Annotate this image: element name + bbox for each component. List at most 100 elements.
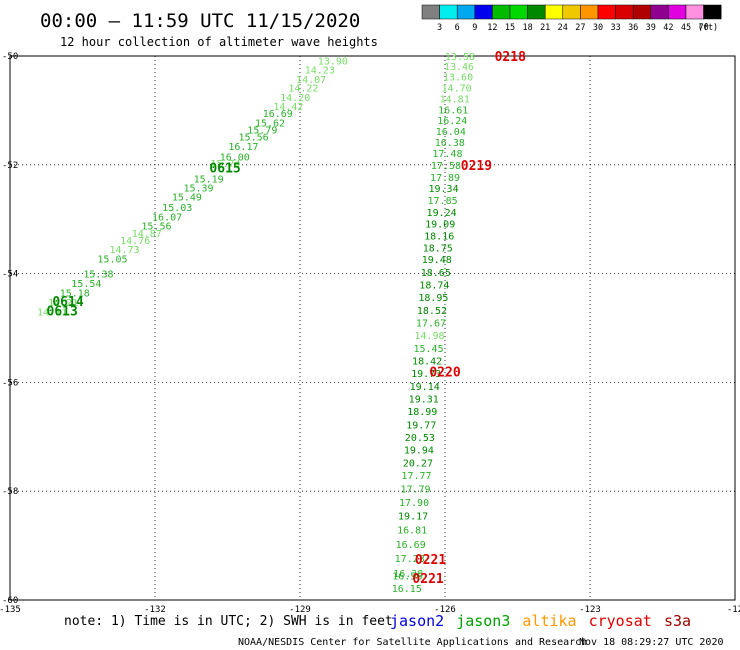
wave-height-point: 17.79 <box>400 484 430 495</box>
footer-note: note: 1) Time is in UTC; 2) SWH is in fe… <box>64 614 393 629</box>
wave-height-point: 15.54 <box>71 279 101 290</box>
x-tick-label: -126 <box>434 605 456 615</box>
scale-tick-label: 9 <box>472 23 477 33</box>
scale-tick-label: 24 <box>558 23 568 33</box>
x-tick-label: -123 <box>579 605 601 615</box>
wave-height-point: 18.75 <box>423 243 453 254</box>
wave-height-point: 19.14 <box>410 382 440 393</box>
time-label: 0613 <box>47 305 78 320</box>
scale-tick-label: 27 <box>575 23 585 33</box>
scale-swatch <box>527 4 546 20</box>
wave-height-point: 19.34 <box>428 184 458 195</box>
wave-height-point: 17.23 <box>395 554 425 565</box>
wave-height-point: 19.48 <box>422 255 452 266</box>
wave-height-point: 16.17 <box>228 142 258 153</box>
wave-height-point: 14.76 <box>120 236 150 247</box>
wave-height-point: 15.39 <box>183 184 213 195</box>
wave-height-point: 14.81 <box>440 94 470 105</box>
color-scale: 3 6 9 12 15 18 21 24 27 30 33 36 39 42 45 70(ft) <box>421 4 722 33</box>
wave-height-point: 16.38 <box>393 569 423 580</box>
wave-height-point: 14.98 <box>414 331 444 342</box>
wave-height-point: 16.00 <box>220 153 250 164</box>
scale-tick-label: 18 <box>522 23 532 33</box>
scale-swatch <box>668 4 687 20</box>
time-label: 0220 <box>429 366 460 381</box>
footer-credit: NOAA/NESDIS Center for Satellite Applica… <box>238 637 587 648</box>
wave-height-point: 15.03 <box>162 203 192 214</box>
wave-height-point: 17.67 <box>416 319 446 330</box>
wave-height-point: 19.94 <box>404 445 434 456</box>
x-tick-label: -135 <box>0 605 21 615</box>
scale-tick-label: 15 <box>505 23 515 33</box>
scale-swatch <box>439 4 458 20</box>
wave-height-point: 17.58 <box>431 161 461 172</box>
time-label: 0614 <box>52 295 83 310</box>
wave-height-point: 14.87 <box>132 229 162 240</box>
wave-height-point: 19.77 <box>406 420 436 431</box>
wave-height-point: 18.99 <box>407 407 437 418</box>
scale-swatch <box>650 4 669 20</box>
plot-frame <box>9 55 736 601</box>
scale-tick-label: 36 <box>628 23 638 33</box>
wave-height-point: 13.60 <box>443 73 473 84</box>
wave-height-point: 16.81 <box>397 525 427 536</box>
wave-height-point: 15.74 <box>211 159 241 170</box>
wave-height-point: 18.65 <box>421 268 451 279</box>
scale-swatch <box>562 4 581 20</box>
wave-height-point: 15.56 <box>141 222 171 233</box>
scale-swatch <box>615 4 634 20</box>
scale-tick-label: 70 <box>698 23 708 33</box>
y-tick-label: -54 <box>2 270 18 280</box>
wave-height-point: 19.09 <box>425 220 455 231</box>
scale-tick-label: 12 <box>487 23 497 33</box>
scale-swatch <box>685 4 704 20</box>
scale-tick-label: 30 <box>593 23 603 33</box>
scale-tick-label: 21 <box>540 23 550 33</box>
wave-height-point: 19.73 <box>411 369 441 380</box>
wave-height-point: 16.69 <box>263 109 293 120</box>
wave-height-points: 13.9014.2314.0714.2214.2014.4216.6915.62… <box>37 52 475 595</box>
wave-height-point: 15.49 <box>172 192 202 203</box>
wave-height-point: 14.42 <box>273 102 303 113</box>
scale-swatch <box>597 4 616 20</box>
wave-height-point: 20.27 <box>403 458 433 469</box>
scale-tick-label: 45 <box>681 23 691 33</box>
wave-height-point: 15.79 <box>247 125 277 136</box>
wave-height-point: 14.70 <box>442 84 472 95</box>
map-grid: -135 -132 -129 -126 -123 -12 -50 -52 -54 -56 -58 -6… <box>0 52 740 615</box>
wave-height-point: 15.05 <box>97 254 127 265</box>
wave-height-point: 15.18 <box>60 289 90 300</box>
y-tick-label: -52 <box>2 161 18 171</box>
time-label: 0218 <box>495 50 526 65</box>
wave-height-point: 14.21 <box>48 298 78 309</box>
x-tick-label: -129 <box>289 605 311 615</box>
scale-swatch <box>509 4 528 20</box>
scale-swatch <box>421 4 440 20</box>
wave-height-point: 14.22 <box>288 84 318 95</box>
y-tick-label: -56 <box>2 378 18 388</box>
legend-altika: altika <box>522 612 576 630</box>
wave-height-point: 16.04 <box>436 127 466 138</box>
wave-height-point: 20.53 <box>405 433 435 444</box>
scale-tick-label: 3 <box>437 23 442 33</box>
wave-height-point: 14.11 <box>37 308 67 319</box>
chart-title: 00:00 – 11:59 UTC 11/15/2020 <box>40 10 360 32</box>
wave-height-point: 17.90 <box>399 498 429 509</box>
wave-height-point: 13.58 <box>445 52 475 63</box>
scale-swatch <box>492 4 511 20</box>
wave-height-point: 14.20 <box>280 93 310 104</box>
wave-height-point: 19.31 <box>409 395 439 406</box>
wave-height-point: 18.16 <box>424 232 454 243</box>
wave-height-point: 16.15 <box>392 584 422 595</box>
wave-height-point: 14.23 <box>305 66 335 77</box>
wave-height-point: 16.61 <box>438 105 468 116</box>
legend-cryosat: cryosat <box>589 612 652 630</box>
legend-s3a: s3a <box>664 612 691 630</box>
wave-height-point: 18.42 <box>412 357 442 368</box>
wave-height-point: 14.73 <box>109 245 139 256</box>
header: 00:00 – 11:59 UTC 11/15/2020 12 hour col… <box>40 10 378 49</box>
wave-height-point: 16.07 <box>152 212 182 223</box>
wave-height-point: 19.24 <box>427 208 457 219</box>
y-tick-label: -50 <box>2 52 18 62</box>
x-tick-label: -132 <box>144 605 166 615</box>
